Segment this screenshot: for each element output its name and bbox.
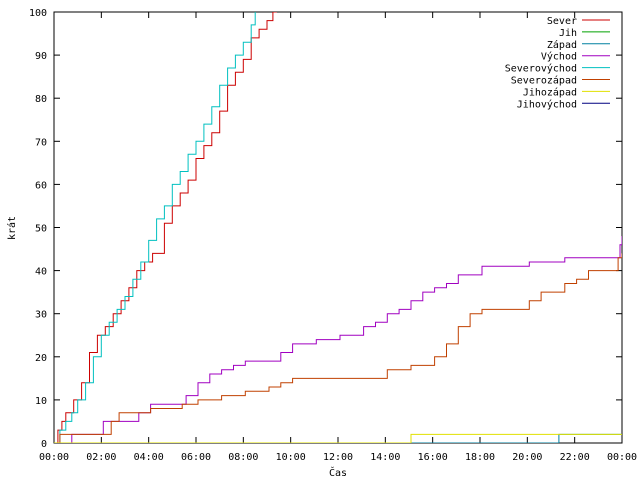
- legend-label: Jihovýchod: [517, 98, 577, 110]
- y-tick-label: 90: [35, 51, 47, 62]
- y-tick-label: 100: [29, 8, 47, 19]
- x-tick-label: 16:00: [418, 452, 448, 463]
- series-line-3: [54, 236, 622, 443]
- x-tick-label: 08:00: [228, 452, 258, 463]
- series-line-5: [54, 253, 622, 443]
- legend-label: Severozápad: [511, 75, 577, 87]
- series-line-0: [54, 12, 277, 443]
- x-tick-label: 12:00: [323, 452, 353, 463]
- x-tick-label: 02:00: [86, 452, 116, 463]
- y-tick-label: 20: [35, 353, 47, 364]
- x-tick-label: 18:00: [465, 452, 495, 463]
- y-tick-label: 40: [35, 267, 47, 278]
- x-tick-label: 20:00: [512, 452, 542, 463]
- legend-label: Jih: [559, 28, 577, 39]
- legend-label: Západ: [547, 39, 577, 51]
- x-tick-label: 10:00: [276, 452, 306, 463]
- x-tick-label: 06:00: [181, 452, 211, 463]
- x-axis-label: Čas: [329, 466, 347, 479]
- legend-label: Východ: [541, 51, 577, 63]
- legend-label: Jihozápad: [523, 86, 577, 98]
- y-tick-label: 30: [35, 310, 47, 321]
- x-tick-label: 22:00: [560, 452, 590, 463]
- series-line-4: [54, 12, 256, 443]
- y-tick-label: 50: [35, 224, 47, 235]
- legend: SeverJihZápadVýchodSeverovýchodSeverozáp…: [505, 16, 610, 110]
- y-tick-label: 0: [41, 439, 47, 450]
- y-axis-label: krát: [6, 216, 18, 240]
- x-tick-label: 00:00: [607, 452, 637, 463]
- series-line-6: [54, 433, 622, 443]
- legend-label: Severovýchod: [505, 63, 577, 75]
- y-tick-label: 60: [35, 180, 47, 191]
- x-tick-label: 00:00: [39, 452, 69, 463]
- series-layer: [54, 12, 622, 443]
- y-tick-label: 10: [35, 396, 47, 407]
- x-tick-label: 14:00: [370, 452, 400, 463]
- y-tick-label: 80: [35, 94, 47, 105]
- y-tick-label: 70: [35, 137, 47, 148]
- legend-label: Sever: [547, 16, 577, 27]
- x-tick-label: 04:00: [134, 452, 164, 463]
